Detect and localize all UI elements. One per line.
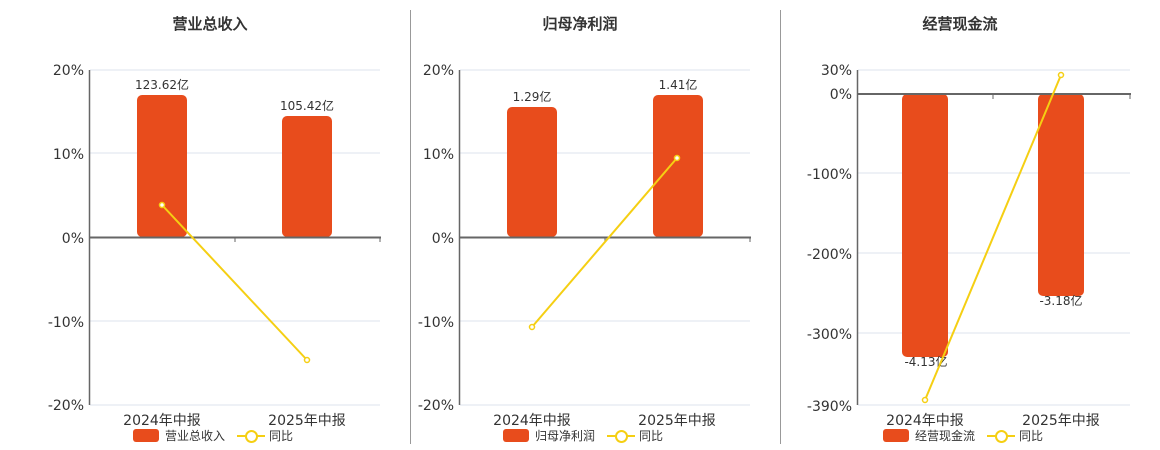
panel-divider <box>410 10 411 444</box>
yoy-point <box>673 154 681 162</box>
chart-panel-cashflow: 经营现金流 <box>775 0 1145 450</box>
y-tick: 0% <box>62 231 84 247</box>
yoy-point <box>158 201 166 209</box>
panel-divider <box>780 10 781 444</box>
bar-value-label: -4.13亿 <box>904 354 947 369</box>
legend-line-label[interactable]: 同比 <box>1019 429 1044 443</box>
line-legend-icon <box>607 429 636 443</box>
yoy-line <box>161 204 308 361</box>
yoy-point <box>303 356 311 364</box>
y-tick: -10% <box>48 315 84 331</box>
chart-cashflow: 30% 0% -100% -200% -300% -390% -4.13亿 -3… <box>807 63 1131 429</box>
y-tick: -300% <box>807 327 852 343</box>
bar-2025 <box>282 116 332 237</box>
x-tick: 2025年中报 <box>268 413 346 429</box>
chart-title: 经营现金流 <box>922 15 998 33</box>
bar-value-label: -3.18亿 <box>1039 293 1082 308</box>
yoy-point <box>528 323 536 331</box>
x-tick: 2025年中报 <box>638 413 716 429</box>
bar-legend-swatch <box>503 429 529 442</box>
legend-bar-label[interactable]: 营业总收入 <box>165 429 226 443</box>
y-tick: 10% <box>423 147 454 163</box>
legend-bar-label[interactable]: 归母净利润 <box>535 429 596 443</box>
line-legend-icon <box>237 429 266 443</box>
chart-net-profit: 20% 10% 0% -10% -20% 1.29亿 1.41亿 2024年中报… <box>418 63 751 429</box>
y-tick: -20% <box>418 398 454 414</box>
chart-title: 营业总收入 <box>172 15 248 33</box>
bar-2024 <box>137 95 187 237</box>
bar-2025 <box>1038 94 1084 296</box>
x-tick: 2024年中报 <box>123 413 201 429</box>
bar-value-label: 123.62亿 <box>135 77 189 92</box>
legend-net-profit[interactable]: 归母净利润 同比 <box>503 427 663 444</box>
bar-value-label: 1.29亿 <box>513 89 552 104</box>
yoy-line <box>924 74 1062 401</box>
legend-cashflow[interactable]: 经营现金流 同比 <box>883 427 1043 444</box>
y-tick: -100% <box>807 167 852 183</box>
y-tick: -200% <box>807 247 852 263</box>
yoy-point <box>1057 71 1065 79</box>
y-tick: -390% <box>807 399 852 415</box>
chart-panel-revenue: 营业总收入 <box>25 0 395 450</box>
x-tick: 2025年中报 <box>1022 413 1100 429</box>
yoy-line <box>531 157 678 328</box>
y-tick: 20% <box>423 63 454 79</box>
bar-2024 <box>902 94 948 357</box>
y-tick: 0% <box>432 231 454 247</box>
y-axis-labels: 20% 10% 0% -10% -20% <box>48 63 84 414</box>
bar-2024 <box>507 107 557 237</box>
bar-legend-swatch <box>883 429 909 442</box>
chart-revenue: 20% 10% 0% -10% -20% 123.62亿 105.42亿 202… <box>48 63 381 429</box>
bar-2025 <box>653 95 703 237</box>
y-tick: -10% <box>418 315 454 331</box>
bar-value-label: 105.42亿 <box>280 98 334 113</box>
yoy-point <box>921 396 929 404</box>
legend-line-label[interactable]: 同比 <box>639 429 664 443</box>
y-tick: 10% <box>53 147 84 163</box>
legend-line-label[interactable]: 同比 <box>269 429 294 443</box>
chart-title: 归母净利润 <box>542 15 618 33</box>
bar-value-label: 1.41亿 <box>659 77 698 92</box>
y-tick: 30% <box>821 63 852 79</box>
legend-bar-label[interactable]: 经营现金流 <box>915 429 976 443</box>
x-tick: 2024年中报 <box>493 413 571 429</box>
y-tick: -20% <box>48 398 84 414</box>
chart-panel-net-profit: 归母净利润 <box>395 0 765 450</box>
line-legend-icon <box>987 429 1016 443</box>
legend-revenue[interactable]: 营业总收入 同比 <box>133 427 293 444</box>
bar-legend-swatch <box>133 429 159 442</box>
x-tick: 2024年中报 <box>886 413 964 429</box>
y-tick: 20% <box>53 63 84 79</box>
y-tick: 0% <box>830 87 852 103</box>
